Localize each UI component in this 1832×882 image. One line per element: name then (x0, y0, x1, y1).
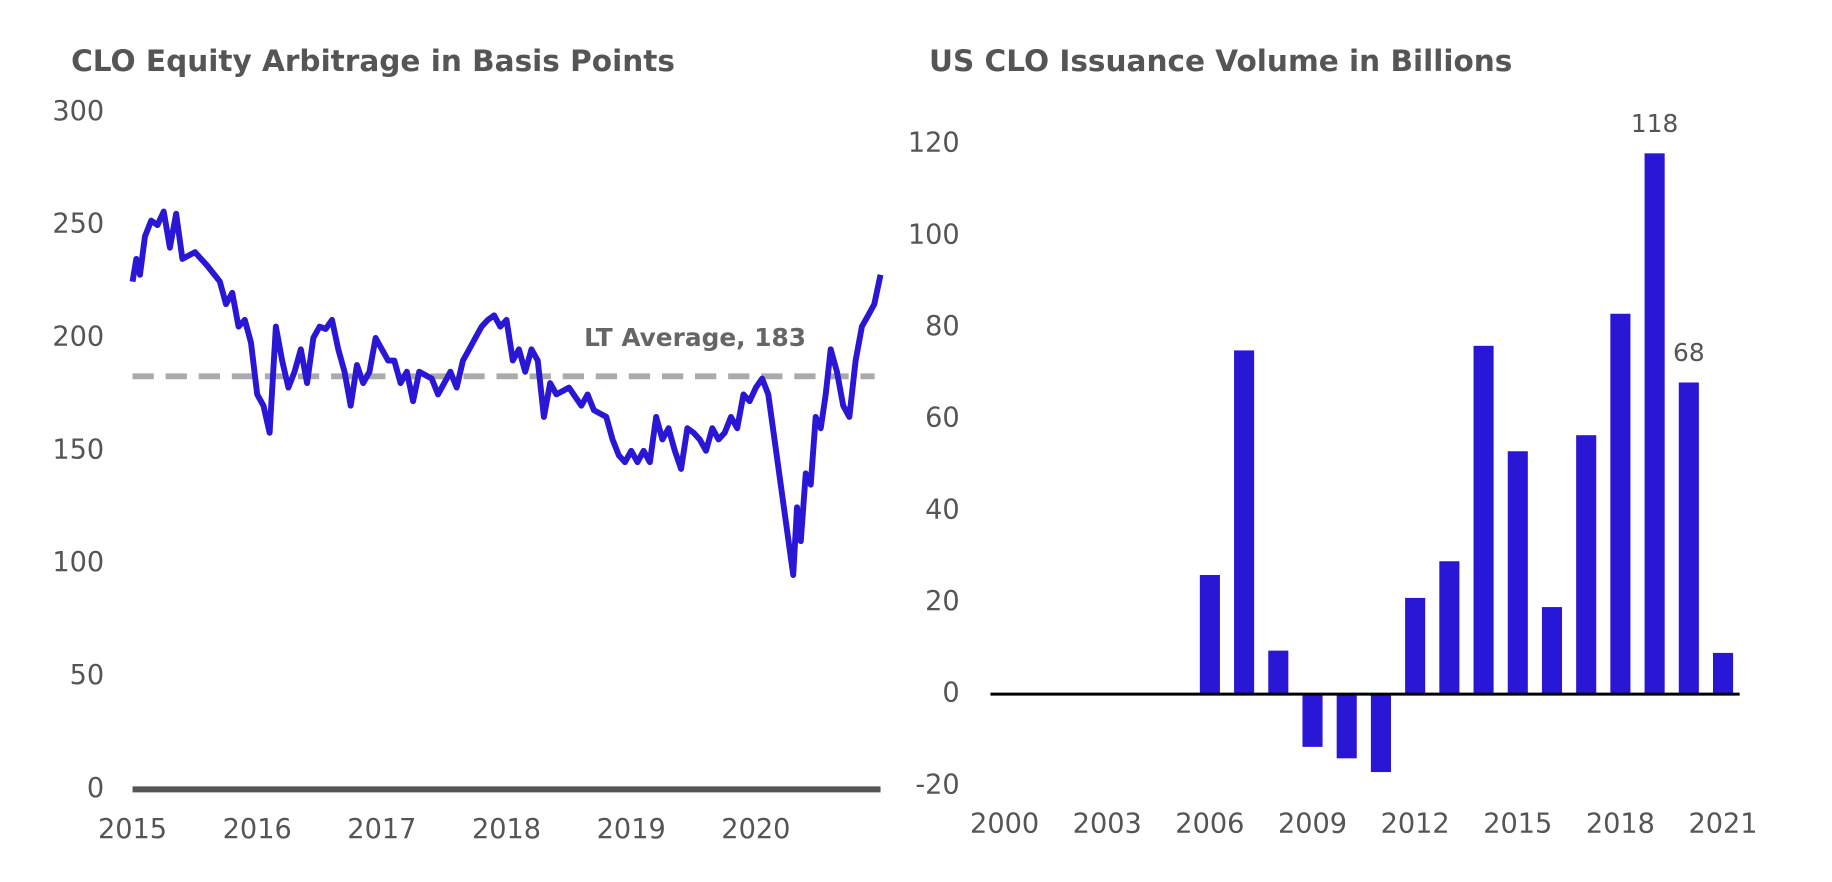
data-label: 118 (1631, 109, 1678, 138)
bar (1473, 345, 1494, 695)
y-tick-label: 40 (925, 494, 960, 525)
x-tick-label: 2006 (1175, 808, 1244, 839)
annotation: LT Average, 183 (584, 323, 806, 352)
bar (1439, 561, 1460, 695)
y-tick-label: 0 (942, 678, 959, 709)
y-tick-label: 0 (87, 773, 104, 804)
bar (1370, 694, 1391, 773)
x-tick-label: 2017 (347, 814, 416, 845)
y-tick-label: 60 (925, 403, 960, 434)
y-tick-label: 150 (52, 434, 104, 465)
chart-title: US CLO Issuance Volume in Billions (929, 44, 1512, 78)
bar (1541, 607, 1563, 695)
x-tick-label: 2020 (721, 814, 790, 845)
y-tick-label: 50 (70, 660, 105, 691)
x-tick-label: 2016 (223, 814, 292, 845)
x-tick-label: 2015 (1483, 808, 1552, 839)
bar (1199, 574, 1220, 695)
data-label: 68 (1673, 338, 1705, 367)
x-tick-label: 2000 (970, 808, 1039, 839)
y-tick-label: -20 (915, 769, 959, 800)
bar (1302, 694, 1323, 747)
bar (1576, 435, 1597, 695)
bar (1610, 313, 1631, 695)
x-tick-label: 2003 (1073, 808, 1142, 839)
y-tick-label: 250 (52, 209, 104, 240)
x-tick-label: 2012 (1381, 808, 1450, 839)
x-tick-label: 2018 (1586, 808, 1655, 839)
chart-title: CLO Equity Arbitrage in Basis Points (71, 44, 675, 78)
bar (1507, 451, 1528, 695)
bar (1234, 350, 1255, 695)
line-series (129, 208, 884, 578)
bar (1678, 382, 1699, 695)
bar (1336, 694, 1357, 759)
y-tick-label: 120 (908, 128, 960, 159)
x-tick-label: 2019 (597, 814, 666, 845)
y-tick-label: 20 (925, 586, 960, 617)
x-tick-label: 2009 (1278, 808, 1347, 839)
bar (1268, 650, 1289, 695)
x-tick-label: 2018 (472, 814, 541, 845)
bar (1712, 652, 1734, 695)
bar (1405, 597, 1426, 695)
bar (1644, 153, 1665, 695)
x-tick-label: 2021 (1688, 808, 1757, 839)
y-tick-label: 200 (52, 321, 104, 352)
x-tick-label: 2015 (98, 814, 167, 845)
y-tick-label: 100 (908, 219, 960, 250)
y-tick-label: 100 (52, 547, 104, 578)
y-tick-label: 80 (925, 311, 960, 342)
y-tick-label: 300 (52, 96, 104, 127)
